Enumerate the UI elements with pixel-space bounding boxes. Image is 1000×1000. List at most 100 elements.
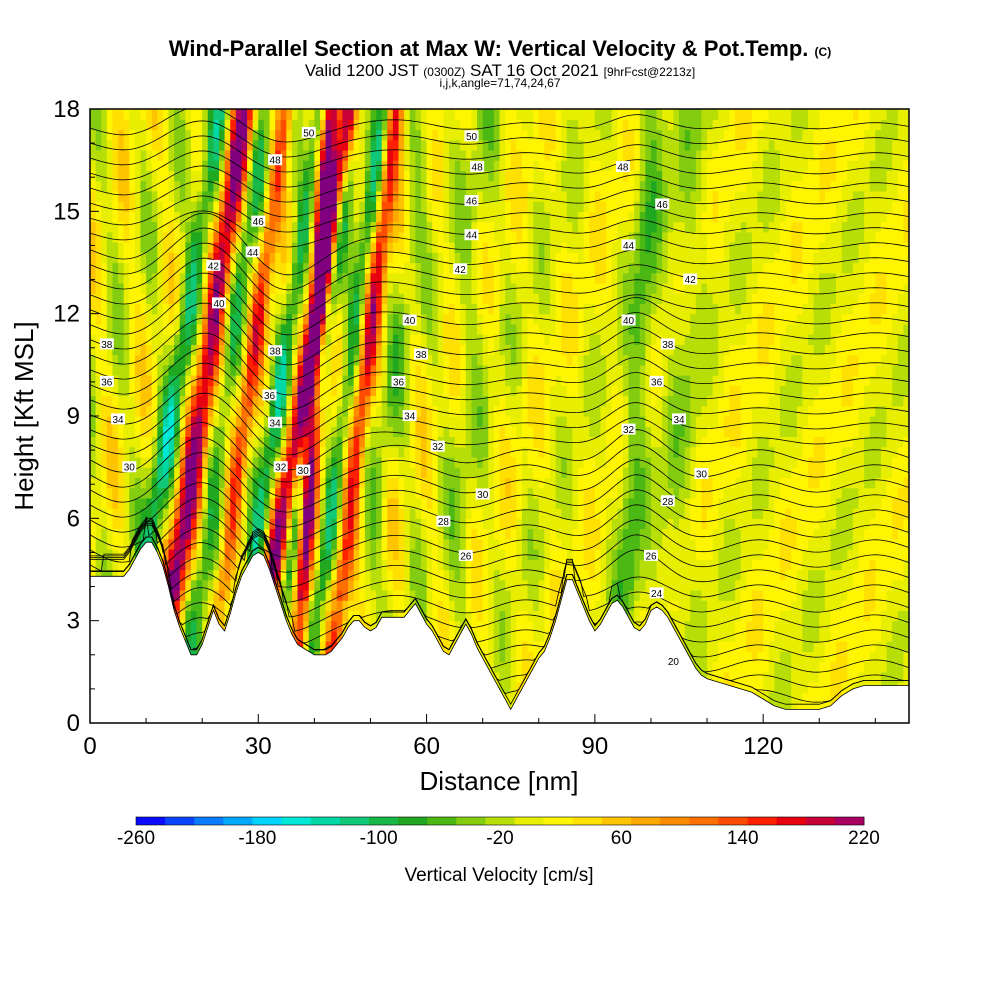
field-cell bbox=[275, 190, 282, 202]
field-cell bbox=[392, 610, 400, 622]
field-cell bbox=[634, 518, 641, 530]
field-cell bbox=[123, 160, 130, 171]
field-cell bbox=[454, 190, 461, 202]
field-cell bbox=[465, 139, 473, 151]
field-cell bbox=[454, 559, 461, 571]
field-cell bbox=[179, 109, 186, 120]
field-cell bbox=[370, 262, 377, 274]
field-cell bbox=[168, 160, 175, 171]
field-cell bbox=[297, 354, 304, 366]
field-cell bbox=[348, 600, 355, 612]
field-cell bbox=[118, 375, 125, 386]
field-cell bbox=[336, 416, 344, 427]
field-cell bbox=[443, 252, 450, 264]
field-cell bbox=[118, 109, 125, 120]
field-cell bbox=[454, 293, 461, 305]
field-cell bbox=[538, 149, 545, 161]
field-cell bbox=[213, 119, 220, 131]
field-cell bbox=[314, 497, 321, 509]
field-cell bbox=[297, 385, 304, 397]
field-cell bbox=[319, 211, 327, 223]
field-cell bbox=[219, 109, 226, 120]
field-cell bbox=[471, 436, 478, 448]
field-cell bbox=[622, 364, 630, 376]
field-cell bbox=[488, 528, 495, 540]
field-cell bbox=[460, 129, 467, 141]
field-cell bbox=[449, 549, 456, 560]
field-cell bbox=[348, 190, 355, 202]
field-cell bbox=[482, 405, 489, 417]
field-cell bbox=[303, 446, 310, 458]
field-cell bbox=[634, 262, 641, 274]
field-cell bbox=[488, 170, 495, 182]
field-cell bbox=[578, 375, 585, 386]
field-cell bbox=[370, 610, 377, 622]
field-cell bbox=[549, 109, 557, 120]
field-cell bbox=[118, 385, 125, 397]
field-cell bbox=[224, 559, 231, 571]
field-cell bbox=[230, 190, 237, 202]
field-cell bbox=[151, 139, 158, 151]
field-cell bbox=[404, 467, 411, 478]
field-cell bbox=[168, 528, 175, 540]
field-cell bbox=[258, 426, 265, 438]
field-cell bbox=[106, 109, 114, 120]
field-cell bbox=[353, 109, 360, 120]
field-cell bbox=[549, 456, 557, 468]
field-cell bbox=[230, 354, 237, 366]
field-cell bbox=[235, 129, 243, 141]
field-cell bbox=[252, 426, 259, 438]
field-cell bbox=[398, 334, 405, 345]
field-cell bbox=[549, 129, 557, 141]
field-cell bbox=[617, 344, 624, 356]
field-cell bbox=[230, 559, 237, 571]
field-cell bbox=[622, 416, 630, 427]
field-cell bbox=[213, 303, 220, 315]
field-cell bbox=[162, 293, 170, 305]
field-cell bbox=[600, 149, 607, 161]
field-cell bbox=[555, 282, 562, 294]
field-cell bbox=[179, 395, 186, 407]
field-cell bbox=[449, 385, 456, 397]
field-cell bbox=[600, 436, 607, 448]
field-cell bbox=[477, 282, 484, 294]
field-cell bbox=[146, 344, 153, 356]
field-cell bbox=[319, 231, 327, 243]
field-cell bbox=[622, 354, 630, 366]
field-cell bbox=[219, 385, 226, 397]
field-cell bbox=[314, 242, 321, 253]
field-cell bbox=[129, 528, 136, 540]
field-cell bbox=[202, 323, 209, 335]
field-cell bbox=[336, 272, 344, 284]
field-cell bbox=[499, 508, 506, 519]
field-cell bbox=[544, 170, 551, 182]
field-cell bbox=[404, 129, 411, 141]
field-cell bbox=[235, 508, 243, 519]
field-cell bbox=[606, 518, 613, 530]
field-cell bbox=[521, 180, 529, 192]
field-cell bbox=[387, 610, 394, 622]
field-cell bbox=[617, 109, 624, 120]
field-cell bbox=[129, 180, 136, 192]
field-cell bbox=[471, 139, 478, 151]
field-cell bbox=[381, 549, 388, 560]
field-cell bbox=[342, 426, 349, 438]
field-cell bbox=[213, 508, 220, 519]
field-cell bbox=[196, 641, 203, 652]
field-cell bbox=[157, 334, 164, 345]
field-cell bbox=[521, 589, 529, 601]
field-cell bbox=[634, 221, 641, 233]
field-cell bbox=[381, 211, 388, 223]
field-cell bbox=[297, 129, 304, 141]
field-cell bbox=[516, 559, 523, 571]
field-cell bbox=[314, 549, 321, 560]
field-cell bbox=[325, 262, 332, 274]
field-cell bbox=[505, 190, 512, 202]
field-cell bbox=[482, 630, 489, 642]
field-cell bbox=[628, 518, 635, 530]
field-cell bbox=[219, 354, 226, 366]
field-cell bbox=[460, 385, 467, 397]
field-cell bbox=[415, 589, 422, 601]
field-cell bbox=[230, 477, 237, 489]
field-cell bbox=[174, 160, 181, 171]
